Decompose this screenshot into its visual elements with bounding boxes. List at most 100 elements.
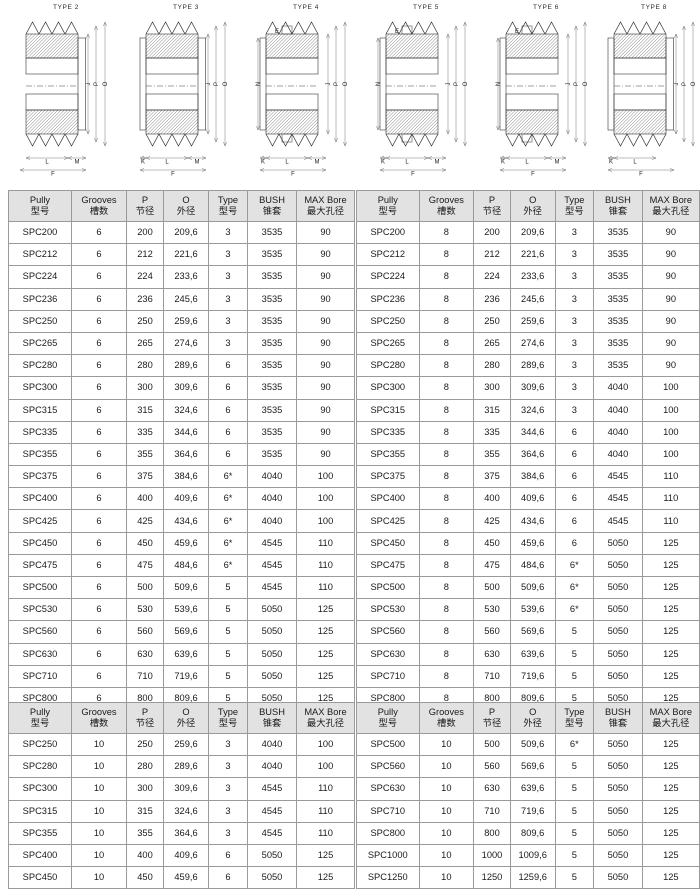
svg-text:O: O [223, 81, 229, 86]
cell-bush: 3535 [247, 376, 297, 400]
cell-grooves: 6 [71, 509, 127, 533]
cell-max-bore: 100 [641, 376, 700, 400]
cell-type: 3 [208, 331, 248, 356]
cell-p: 250 [126, 309, 164, 333]
svg-text:M: M [75, 160, 80, 166]
cell-p: 250 [126, 732, 164, 757]
cell-pully: SPC1000 [356, 843, 420, 868]
cell-pully: SPC200 [356, 220, 420, 245]
column-header-pully: Pully 型号 [8, 190, 72, 222]
column-header-en: Pully [29, 195, 51, 206]
cell-pully: SPC560 [8, 620, 72, 644]
cell-max-bore: 125 [641, 755, 700, 779]
cell-bush: 4545 [593, 487, 643, 511]
cell-max-bore: 90 [641, 265, 700, 289]
cell-max-bore: 125 [296, 598, 355, 622]
table-row: SPC280 6 280 289,6 6 3535 90 [8, 354, 355, 378]
cell-type: 3 [554, 243, 595, 267]
cell-grooves: 10 [71, 755, 127, 779]
cell-o: 459,6 [163, 531, 209, 555]
cell-p: 530 [473, 598, 511, 622]
cell-pully: SPC530 [356, 598, 420, 622]
cell-max-bore: 90 [641, 243, 700, 267]
column-header-cn: 最大孔径 [652, 718, 690, 728]
cell-o: 569,6 [509, 755, 556, 779]
column-header-grooves: Grooves 槽数 [71, 702, 127, 734]
cell-pully: SPC560 [356, 755, 420, 779]
cell-type: 6* [554, 598, 595, 622]
svg-text:L: L [405, 160, 409, 166]
cell-p: 710 [126, 664, 164, 688]
column-header-cn: 外径 [523, 718, 542, 728]
cell-bush: 3535 [247, 354, 297, 378]
cell-max-bore: 125 [296, 843, 355, 868]
cell-grooves: 6 [71, 220, 127, 245]
cell-bush: 5050 [593, 843, 643, 868]
table-8-grooves: Pully 型号 Grooves 槽数 P 节径 O 外径 Type 型号 BUSH 锥套 MAX Bo… [356, 190, 700, 755]
cell-grooves: 8 [418, 664, 475, 688]
column-header-en: BUSH [259, 707, 285, 718]
cell-p: 335 [126, 420, 164, 444]
cell-p: 560 [473, 620, 511, 644]
svg-text:J: J [566, 83, 572, 86]
column-header-o: O 外径 [509, 190, 556, 222]
cell-o: 364,6 [163, 442, 209, 467]
cell-type: 6* [208, 465, 248, 489]
cell-bush: 4545 [247, 553, 297, 578]
svg-text:N: N [256, 82, 262, 86]
cell-p: 236 [126, 287, 164, 311]
column-header-o: O 外径 [509, 702, 556, 734]
cell-pully: SPC300 [8, 376, 72, 400]
cell-o: 344,6 [509, 420, 556, 444]
column-header-type: Type 型号 [554, 702, 595, 734]
cell-o: 289,6 [509, 354, 556, 378]
column-header-p: P 节径 [126, 702, 164, 734]
cell-max-bore: 110 [641, 509, 700, 533]
table-row: SPC630 8 630 639,6 5 5050 125 [356, 642, 700, 666]
cell-pully: SPC710 [356, 664, 420, 688]
cell-grooves: 6 [71, 465, 127, 489]
column-header-max-bore: MAX Bore 最大孔径 [641, 190, 700, 222]
svg-text:J: J [326, 83, 332, 86]
cell-pully: SPC355 [8, 821, 72, 845]
cell-max-bore: 90 [641, 220, 700, 245]
svg-text:O: O [583, 81, 589, 86]
cell-max-bore: 110 [296, 553, 355, 578]
cell-bush: 3535 [593, 309, 643, 333]
cell-type: 6 [208, 420, 248, 444]
cell-o: 259,6 [163, 732, 209, 757]
pulley-figure-title: TYPE 2 [53, 4, 79, 11]
column-header-p: P 节径 [473, 190, 511, 222]
pulley-figure-title: TYPE 4 [293, 4, 319, 11]
cell-grooves: 8 [418, 509, 475, 533]
column-header-cn: 型号 [378, 206, 398, 216]
column-header-o: O 外径 [163, 702, 209, 734]
cell-p: 280 [126, 354, 164, 378]
cell-o: 324,6 [163, 799, 209, 823]
cell-grooves: 10 [418, 755, 475, 779]
column-header-cn: 型号 [378, 718, 398, 728]
cell-p: 315 [126, 799, 164, 823]
cell-o: 221,6 [163, 243, 209, 267]
cell-type: 3 [208, 821, 248, 845]
cell-bush: 4040 [593, 376, 643, 400]
svg-text:J: J [446, 83, 452, 86]
cell-pully: SPC250 [356, 309, 420, 333]
cell-type: 3 [208, 777, 248, 801]
svg-text:L: L [285, 160, 289, 166]
cell-type: 5 [554, 664, 595, 688]
table-row: SPC250 10 250 259,6 3 4040 100 [8, 732, 355, 757]
cell-o: 274,6 [163, 331, 209, 356]
cell-type: 5 [208, 620, 248, 644]
cell-o: 245,6 [509, 287, 556, 311]
cell-pully: SPC450 [8, 866, 72, 890]
cell-pully: SPC375 [8, 465, 72, 489]
cell-o: 324,6 [163, 398, 209, 422]
svg-text:N: N [496, 82, 502, 86]
cell-o: 1009,6 [509, 843, 556, 868]
pulley-cross-section-drawing: J P O L K M F [139, 21, 229, 178]
table-row: SPC450 10 450 459,6 6 5050 125 [8, 866, 355, 890]
cell-max-bore: 125 [641, 843, 700, 868]
svg-text:F: F [411, 172, 415, 178]
